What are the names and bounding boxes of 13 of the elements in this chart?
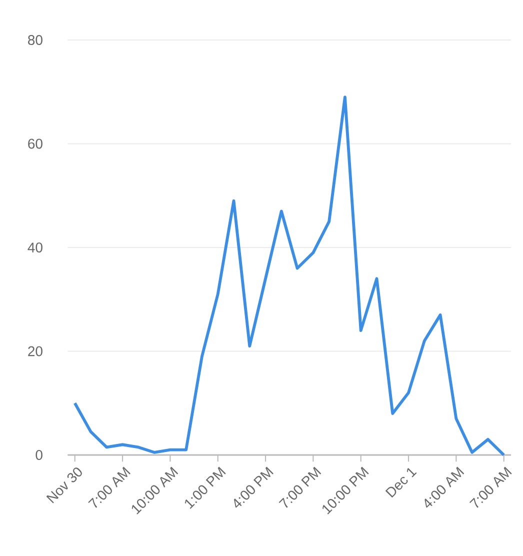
x-tick-label: 7:00 PM — [278, 466, 322, 508]
x-tick-label: Dec 1 — [385, 468, 417, 498]
y-tick-label: 60 — [28, 138, 42, 149]
x-tick-label: 4:00 AM — [424, 466, 464, 508]
line-series — [73, 96, 506, 456]
y-tick-label: 40 — [28, 242, 42, 252]
y-tick-label: 80 — [28, 35, 42, 45]
y-tick-label: 20 — [28, 346, 42, 356]
x-tick-label: 4:00 PM — [234, 466, 274, 508]
x-tick-label: 7:00 AM — [88, 466, 130, 508]
x-tick-label: 7:00 AM — [469, 466, 512, 508]
y-tick-label: 0 — [36, 450, 42, 460]
x-tick-label: Nov 30 — [46, 468, 82, 504]
